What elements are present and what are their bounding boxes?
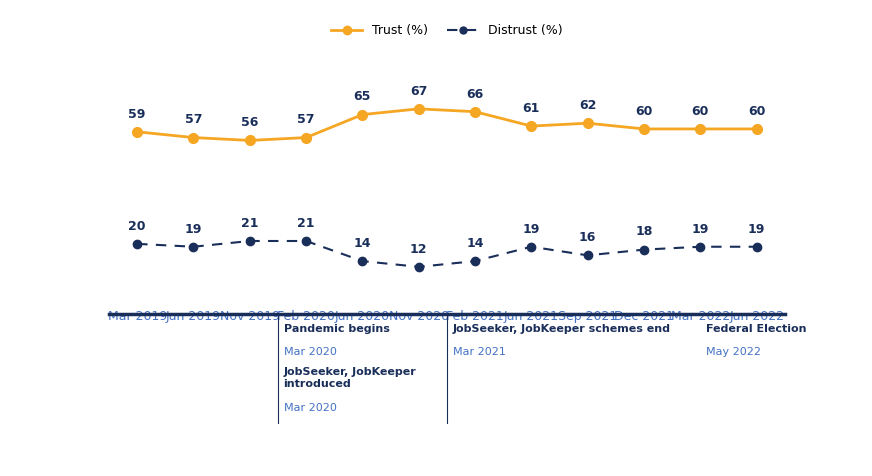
Text: 19: 19 (522, 223, 540, 236)
Text: May 2022: May 2022 (706, 347, 761, 357)
Text: 14: 14 (467, 237, 484, 250)
Text: Federal Election: Federal Election (706, 324, 807, 334)
Text: 59: 59 (128, 108, 146, 121)
Text: 57: 57 (185, 113, 202, 127)
Text: 18: 18 (636, 226, 653, 238)
Text: 56: 56 (241, 116, 258, 129)
Text: Mar 2020: Mar 2020 (283, 347, 337, 357)
Text: 21: 21 (297, 217, 315, 230)
Text: JobSeeker, JobKeeper
introduced: JobSeeker, JobKeeper introduced (283, 367, 416, 388)
Text: 66: 66 (467, 88, 484, 100)
Text: 19: 19 (185, 223, 202, 236)
Text: 12: 12 (410, 243, 427, 256)
Text: Pandemic begins: Pandemic begins (283, 324, 390, 334)
Text: Mar 2021: Mar 2021 (453, 347, 506, 357)
Text: 67: 67 (410, 85, 427, 98)
Text: 60: 60 (636, 105, 653, 118)
Text: 20: 20 (128, 220, 146, 233)
Text: 14: 14 (354, 237, 371, 250)
Text: 65: 65 (354, 90, 371, 103)
Legend: Trust (%), Distrust (%): Trust (%), Distrust (%) (326, 20, 568, 42)
Text: 21: 21 (241, 217, 258, 230)
Text: 19: 19 (748, 223, 766, 236)
Text: 62: 62 (579, 99, 596, 112)
Text: 61: 61 (522, 102, 540, 115)
Text: Mar 2020: Mar 2020 (283, 403, 337, 413)
Text: 57: 57 (297, 113, 315, 127)
Text: 60: 60 (691, 105, 709, 118)
Text: JobSeeker, JobKeeper schemes end: JobSeeker, JobKeeper schemes end (453, 324, 671, 334)
Text: 60: 60 (748, 105, 766, 118)
Text: 19: 19 (691, 223, 709, 236)
Text: 16: 16 (579, 231, 596, 244)
